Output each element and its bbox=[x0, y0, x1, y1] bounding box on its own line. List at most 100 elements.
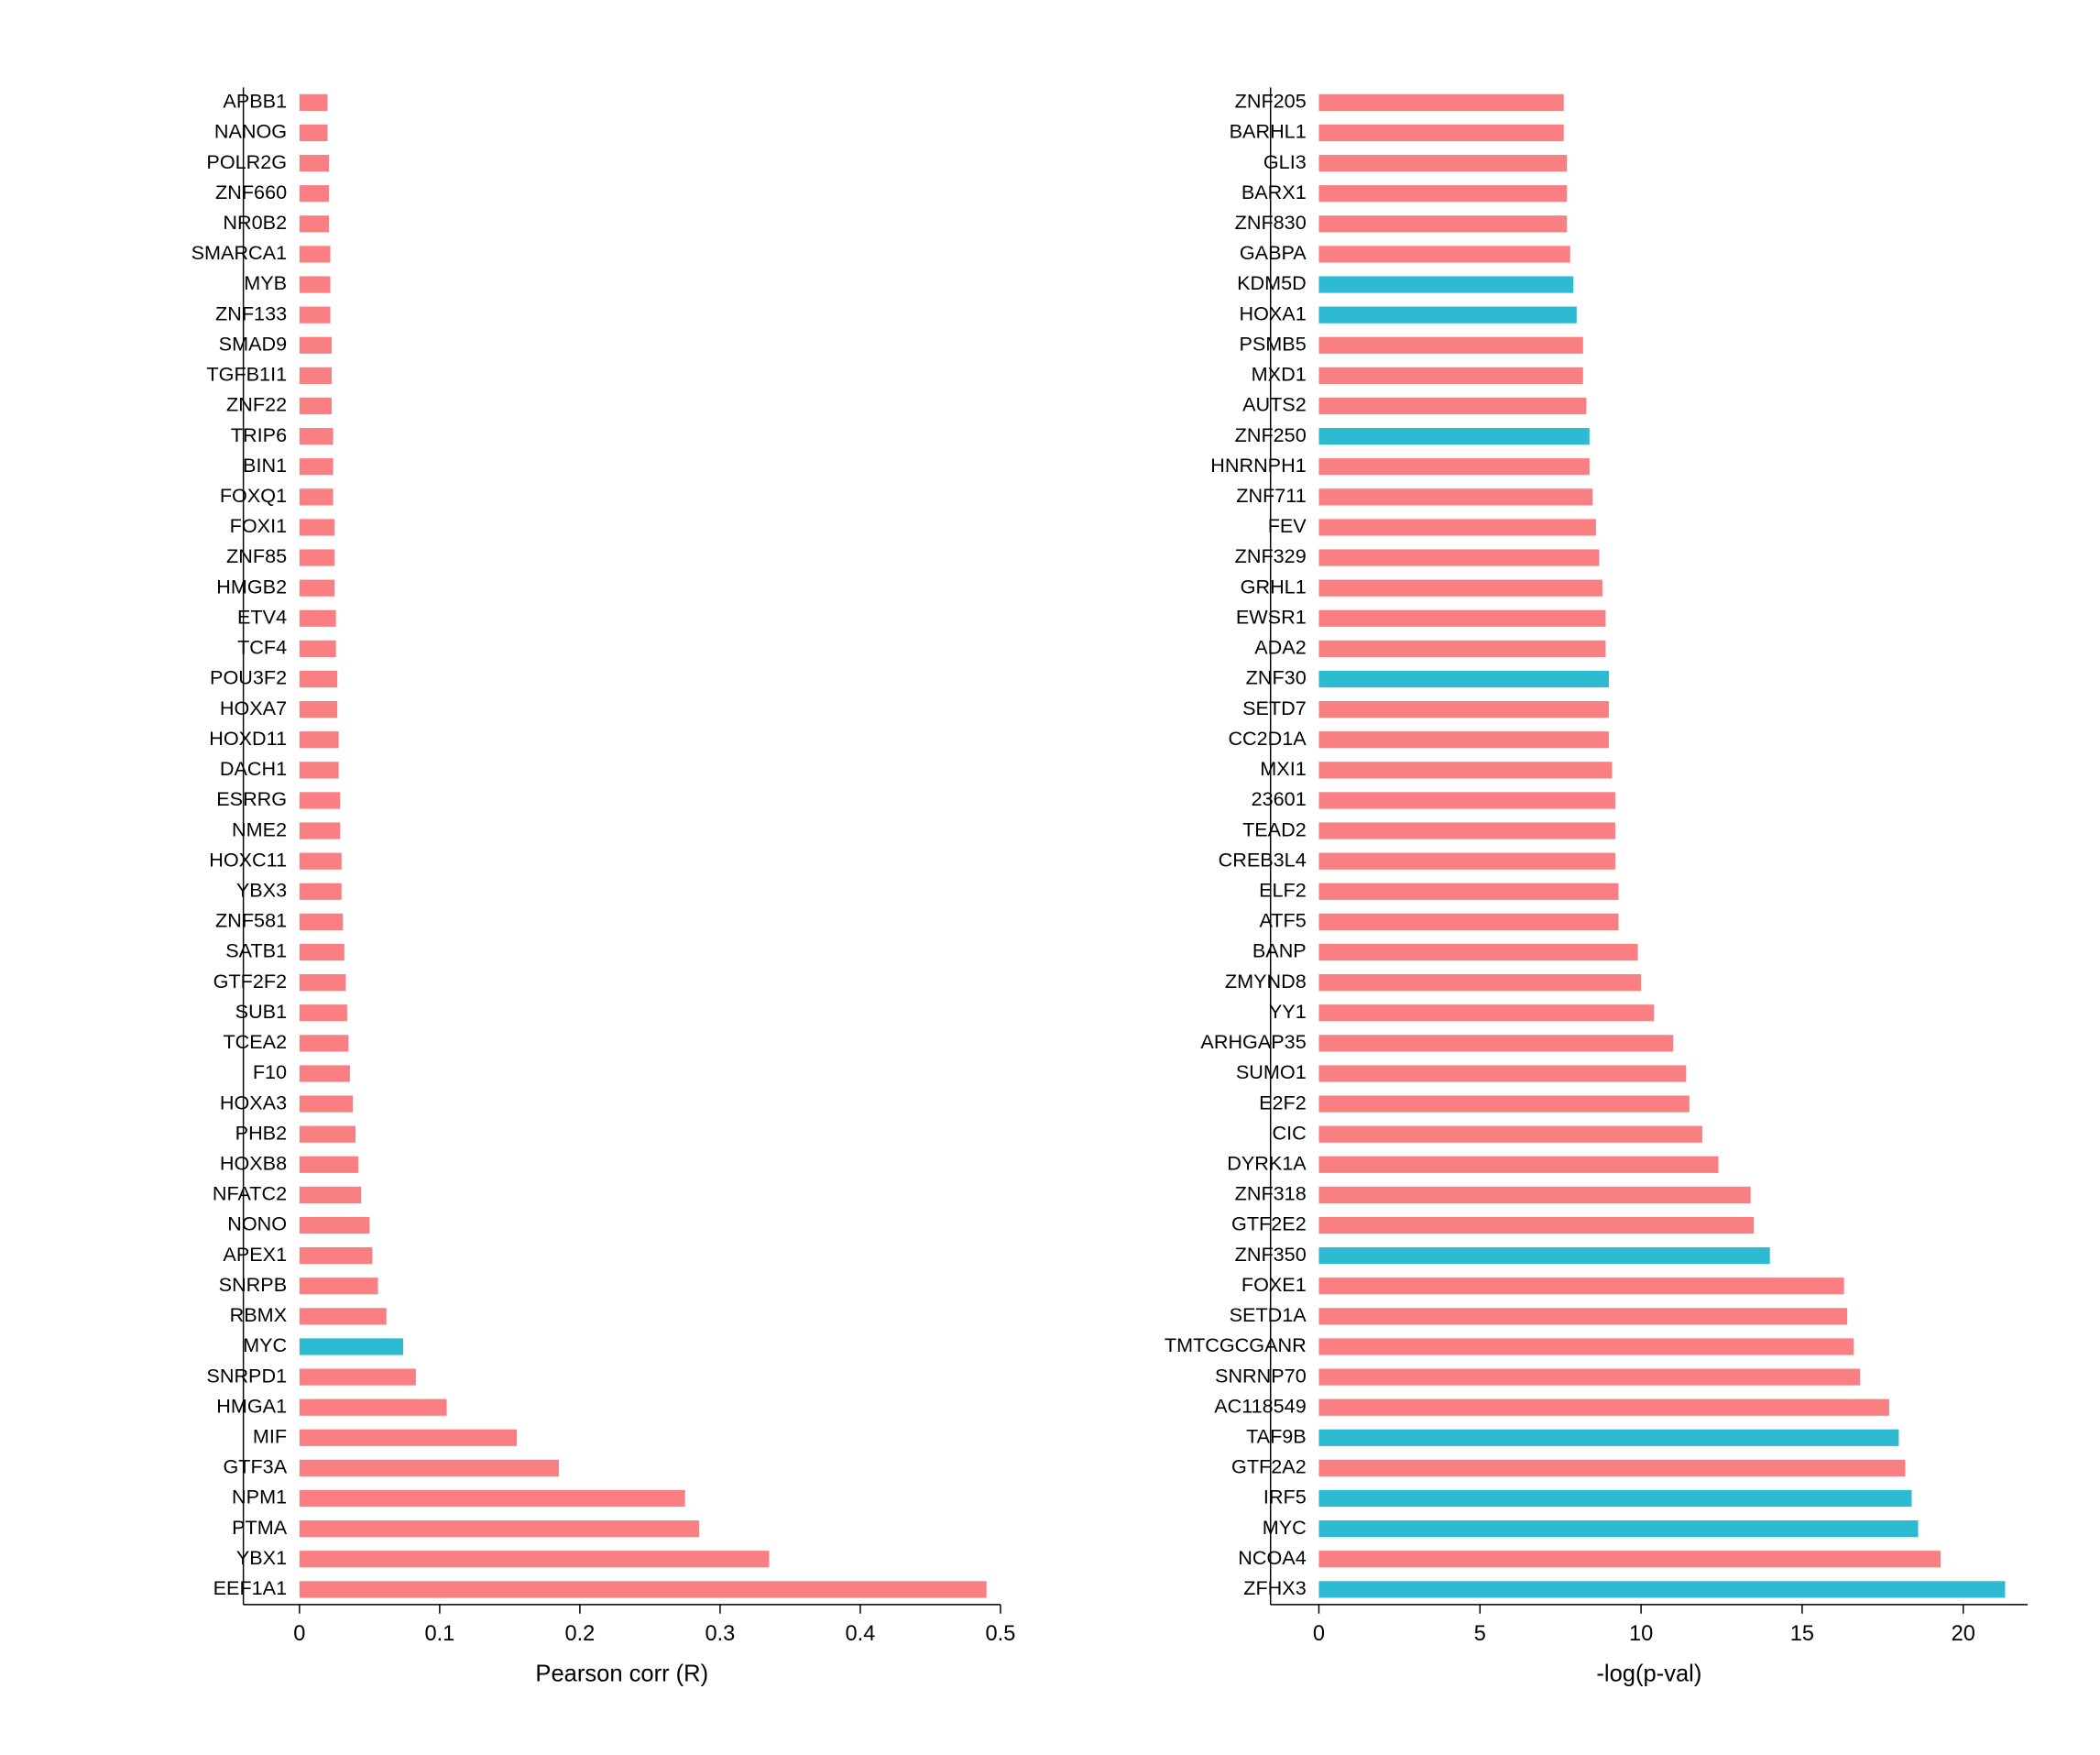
ytick-label: F10 bbox=[253, 1060, 287, 1083]
bar bbox=[300, 215, 329, 232]
bar bbox=[1318, 1490, 1911, 1507]
bar bbox=[300, 792, 340, 808]
bar bbox=[300, 1126, 355, 1143]
pearson-corr-chart: APBB1NANOGPOLR2GZNF660NR0B2SMARCA1MYBZNF… bbox=[191, 87, 1016, 1686]
bar bbox=[300, 610, 336, 627]
bar bbox=[300, 822, 340, 839]
ytick-label: KDM5D bbox=[1237, 271, 1307, 294]
bar bbox=[300, 155, 329, 171]
ytick-label: MYB bbox=[244, 271, 287, 294]
ytick-label: GLI3 bbox=[1263, 150, 1307, 173]
bar bbox=[300, 94, 328, 111]
ytick-label: TAF9B bbox=[1246, 1424, 1307, 1447]
bar bbox=[1318, 883, 1618, 900]
bar bbox=[1318, 337, 1582, 354]
bar bbox=[1318, 944, 1637, 960]
bar bbox=[1318, 822, 1614, 839]
bar bbox=[1318, 731, 1608, 748]
xtick-label: 0.1 bbox=[424, 1621, 454, 1645]
bar bbox=[300, 488, 334, 505]
ytick-label: MYC bbox=[1263, 1516, 1307, 1539]
ytick-label: SMARCA1 bbox=[191, 241, 287, 264]
ytick-label: ETV4 bbox=[237, 605, 287, 628]
ytick-label: FOXE1 bbox=[1241, 1273, 1307, 1296]
ytick-label: HOXA3 bbox=[220, 1091, 287, 1113]
ytick-label: BARHL1 bbox=[1230, 120, 1307, 143]
ytick-label: RBMX bbox=[230, 1303, 287, 1326]
ytick-label: HOXC11 bbox=[209, 848, 287, 871]
bar bbox=[300, 367, 332, 384]
ytick-label: NONO bbox=[227, 1212, 287, 1235]
bar bbox=[300, 428, 334, 444]
neg-log-pval-chart: ZNF205BARHL1GLI3BARX1ZNF830GABPAKDM5DHOX… bbox=[1165, 87, 2028, 1686]
bar bbox=[1318, 276, 1573, 292]
ytick-label: HMGA1 bbox=[216, 1394, 287, 1417]
ytick-label: AUTS2 bbox=[1242, 393, 1307, 416]
bar bbox=[300, 276, 331, 292]
bar bbox=[1318, 398, 1586, 414]
bar bbox=[1318, 1368, 1860, 1385]
bar bbox=[300, 1308, 387, 1324]
x-axis-label: -log(p-val) bbox=[1596, 1661, 1701, 1686]
ytick-label: BANP bbox=[1252, 939, 1307, 962]
ytick-label: GRHL1 bbox=[1241, 575, 1307, 598]
bar bbox=[1318, 610, 1605, 627]
ytick-label: DYRK1A bbox=[1227, 1151, 1307, 1174]
ytick-label: ZNF581 bbox=[215, 909, 287, 932]
bar bbox=[1318, 185, 1567, 202]
bar bbox=[1318, 1065, 1686, 1081]
ytick-label: NCOA4 bbox=[1238, 1546, 1306, 1569]
ytick-label: ZNF711 bbox=[1236, 484, 1306, 507]
bar bbox=[300, 458, 334, 475]
ytick-label: ZNF133 bbox=[215, 302, 287, 324]
bar bbox=[300, 125, 328, 141]
bar bbox=[1318, 1399, 1888, 1416]
bar bbox=[300, 974, 345, 991]
bar bbox=[300, 1095, 353, 1112]
bar bbox=[300, 1217, 370, 1234]
ytick-label: IRF5 bbox=[1263, 1486, 1307, 1508]
ytick-label: APEX1 bbox=[223, 1243, 287, 1266]
ytick-label: GTF2E2 bbox=[1231, 1212, 1307, 1235]
xtick-label: 0.4 bbox=[846, 1621, 876, 1645]
bar bbox=[300, 1581, 987, 1597]
ytick-label: NFATC2 bbox=[213, 1182, 287, 1205]
bar bbox=[1318, 701, 1608, 718]
bar bbox=[300, 944, 345, 960]
bar bbox=[300, 731, 339, 748]
ytick-label: ATF5 bbox=[1259, 909, 1306, 932]
ytick-label: YY1 bbox=[1269, 1000, 1307, 1023]
bar bbox=[1318, 1157, 1718, 1173]
ytick-label: ZNF22 bbox=[226, 393, 287, 416]
ytick-label: SETD7 bbox=[1242, 697, 1307, 719]
bar bbox=[1318, 125, 1563, 141]
ytick-label: ZMYND8 bbox=[1225, 970, 1307, 993]
bar bbox=[1318, 1520, 1918, 1537]
bar bbox=[300, 549, 334, 565]
bar bbox=[300, 1399, 447, 1416]
xtick-label: 0 bbox=[1313, 1621, 1325, 1645]
ytick-label: FOXI1 bbox=[230, 514, 287, 537]
ytick-label: NPM1 bbox=[232, 1486, 287, 1508]
bar bbox=[300, 701, 337, 718]
ytick-label: GTF2A2 bbox=[1231, 1455, 1307, 1478]
ytick-label: PTMA bbox=[232, 1516, 288, 1539]
bar bbox=[300, 246, 331, 262]
bar bbox=[300, 307, 331, 324]
bar bbox=[300, 1551, 770, 1567]
ytick-label: POLR2G bbox=[206, 150, 287, 173]
bar bbox=[1318, 1035, 1673, 1051]
ytick-label: ZNF30 bbox=[1246, 666, 1307, 689]
bar bbox=[300, 1278, 378, 1294]
ytick-label: ADA2 bbox=[1254, 636, 1306, 659]
xtick-label: 0.2 bbox=[565, 1621, 596, 1645]
bar bbox=[1318, 1338, 1854, 1355]
ytick-label: HOXD11 bbox=[209, 727, 287, 750]
bar bbox=[1318, 488, 1592, 505]
ytick-label: CIC bbox=[1272, 1121, 1306, 1144]
x-axis-label: Pearson corr (R) bbox=[535, 1661, 708, 1686]
ytick-label: MYC bbox=[243, 1333, 287, 1356]
bar bbox=[1318, 155, 1567, 171]
ytick-label: TCEA2 bbox=[223, 1030, 287, 1053]
ytick-label: BIN1 bbox=[243, 454, 287, 477]
